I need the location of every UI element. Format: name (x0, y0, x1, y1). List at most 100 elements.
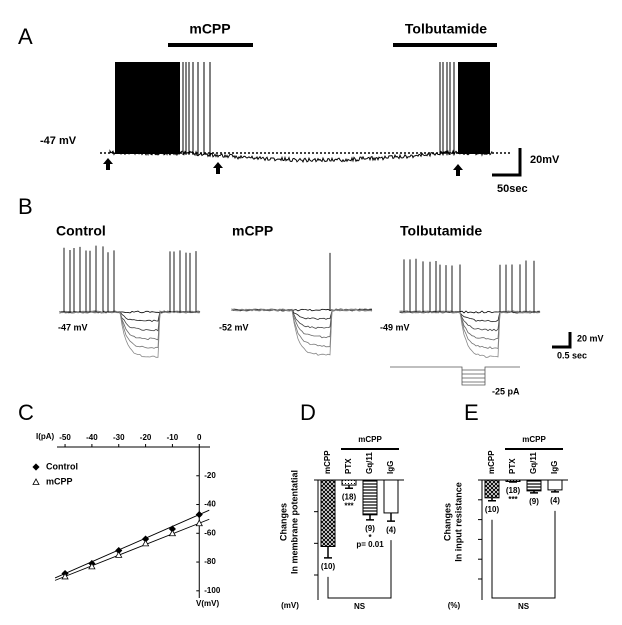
resting-label: -52 mV (219, 322, 249, 332)
sweep (231, 308, 373, 329)
error-bar (345, 485, 353, 489)
n-label: (9) (365, 524, 375, 533)
spike-block (115, 62, 180, 154)
sweep (399, 310, 541, 358)
drug-label: Tolbutamide (405, 21, 487, 37)
stat-label: NS (354, 602, 366, 611)
category-label: PTX (508, 458, 517, 474)
current-label: -25 pA (492, 386, 520, 396)
error-bar (551, 489, 559, 493)
bar (484, 479, 500, 499)
n-label: (18) (342, 492, 357, 501)
x-tick-label: -20 (140, 433, 152, 442)
bar (341, 479, 357, 486)
category-label: IgG (386, 461, 395, 474)
y-tick-label: -40 (204, 500, 216, 509)
stat-bracket (327, 540, 392, 599)
y-axis-label: V(mV) (196, 599, 219, 608)
sweep (231, 308, 373, 348)
scale-label: 0.5 sec (557, 350, 587, 360)
category-label: Gq/11 (365, 452, 374, 474)
y-axis-label: In membrane potentatial (289, 470, 299, 574)
y-axis-label: In input resistance (453, 482, 463, 562)
legend-symbol (32, 478, 40, 485)
sig-label: * (368, 533, 372, 542)
panel-label: A (18, 24, 33, 49)
category-label: IgG (550, 461, 559, 474)
drug-label: mCPP (189, 21, 230, 37)
scale-bar (552, 332, 572, 349)
x-tick-label: -50 (59, 433, 71, 442)
spike-block (458, 62, 490, 154)
error-bar (387, 512, 395, 522)
panel-label: C (18, 400, 34, 425)
x-axis-label: I(pA) (36, 432, 55, 441)
resting-label: -47 mV (58, 322, 88, 332)
point (168, 529, 177, 537)
y-tick-label: -60 (204, 528, 216, 537)
n-label: (10) (321, 562, 336, 571)
x-tick-label: -40 (86, 433, 98, 442)
resting-label: -49 mV (380, 322, 410, 332)
point (61, 572, 69, 580)
bar (362, 479, 378, 516)
n-label: (9) (529, 497, 539, 506)
panel-label: D (300, 400, 316, 425)
point (195, 519, 203, 527)
unit-label: (mV) (281, 601, 299, 610)
y-axis-label: Changes (278, 503, 288, 541)
bar (320, 479, 336, 547)
fit-line (54, 518, 210, 581)
scale-label: 50sec (497, 183, 528, 195)
n-label: (4) (386, 525, 396, 534)
trace-title: mCPP (232, 223, 273, 239)
sweep (399, 310, 541, 350)
error-bar (530, 490, 538, 494)
sweep (231, 308, 373, 339)
sig-label: *** (508, 495, 518, 504)
current-steps (390, 366, 520, 386)
y-tick-label: -20 (204, 471, 216, 480)
legend-symbol (32, 463, 40, 471)
stat-bracket (491, 510, 556, 599)
x-tick-label: 0 (197, 433, 202, 442)
trace (59, 245, 541, 358)
stat-label: NS (518, 602, 530, 611)
point (195, 511, 203, 519)
panel-label: B (18, 194, 33, 219)
sweep (59, 310, 201, 358)
trace (109, 62, 493, 164)
sweep (231, 308, 373, 356)
unit-label: (%) (448, 601, 461, 610)
n-label: (18) (506, 486, 521, 495)
category-label: PTX (344, 458, 353, 474)
panel-label: E (464, 400, 479, 425)
point (115, 551, 123, 558)
bar (547, 479, 563, 491)
p-note: p= 0.01 (356, 540, 384, 549)
y-tick-label: -80 (204, 557, 216, 566)
point (141, 539, 150, 547)
category-label: mCPP (487, 450, 496, 474)
error-bar (488, 497, 496, 502)
scale-label: 20 mV (577, 333, 604, 343)
resting-label: -47 mV (40, 135, 77, 147)
bar (526, 479, 542, 492)
x-tick-label: -10 (167, 433, 179, 442)
trace-title: Tolbutamide (400, 223, 482, 239)
n-label: (4) (550, 496, 560, 505)
group-label: mCPP (358, 435, 382, 444)
fit-line (54, 509, 210, 579)
category-label: mCPP (323, 450, 332, 474)
y-axis-label: Changes (442, 503, 452, 541)
bar (383, 479, 399, 514)
point (88, 562, 96, 570)
y-tick-label: -100 (204, 586, 221, 595)
category-label: Gq/11 (529, 452, 538, 474)
scale-label: 20mV (530, 154, 560, 166)
error-bar (324, 546, 332, 559)
sig-label: *** (344, 501, 354, 510)
trace-title: Control (56, 223, 106, 239)
legend-label: Control (46, 461, 78, 471)
